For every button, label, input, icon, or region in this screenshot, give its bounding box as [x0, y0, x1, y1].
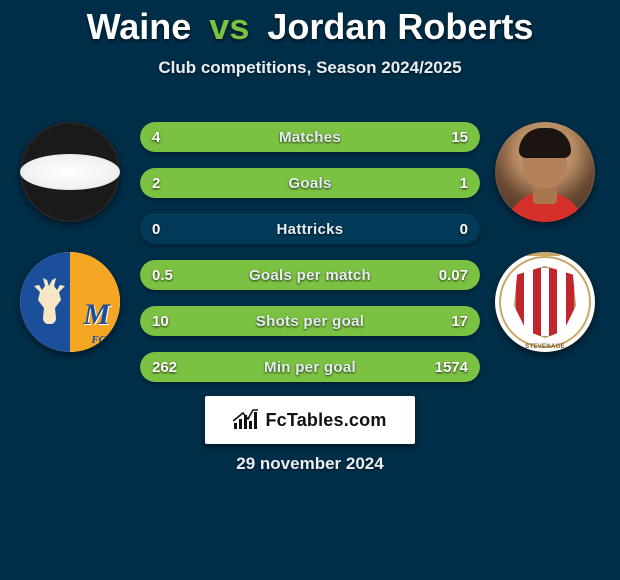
club-name-banner: STEVENAGE [525, 344, 565, 350]
crown-icon [517, 252, 573, 258]
player1-silhouette [20, 154, 120, 190]
club-fc-text: FC [91, 334, 106, 346]
vs-separator: vs [209, 6, 249, 47]
brand-text: FcTables.com [265, 410, 386, 431]
stat-label: Shots per goal [140, 306, 480, 336]
stat-right-value: 15 [451, 122, 468, 152]
stat-right-value: 0.07 [439, 260, 468, 290]
stat-left-value: 0.5 [152, 260, 173, 290]
stat-left-value: 262 [152, 352, 177, 382]
comparison-title: Waine vs Jordan Roberts [0, 0, 620, 48]
stat-right-value: 0 [460, 214, 468, 244]
player2-name: Jordan Roberts [267, 6, 533, 47]
stat-row: Matches4 15 [140, 122, 480, 152]
stat-row: Hattricks0 0 [140, 214, 480, 244]
stat-right-value: 1 [460, 168, 468, 198]
stat-right-value: 1574 [435, 352, 468, 382]
date-text: 29 november 2024 [0, 454, 620, 474]
left-column: M FC [10, 122, 130, 352]
stat-right-value: 17 [451, 306, 468, 336]
stat-label: Hattricks [140, 214, 480, 244]
stat-left-value: 10 [152, 306, 169, 336]
stat-left-value: 4 [152, 122, 160, 152]
player2-photo [495, 122, 595, 222]
stat-left-value: 0 [152, 214, 160, 244]
player1-photo [20, 122, 120, 222]
stat-label: Goals per match [140, 260, 480, 290]
stat-row: Goals2 1 [140, 168, 480, 198]
subtitle: Club competitions, Season 2024/2025 [0, 58, 620, 78]
stats-area: Matches4 15 Goals2 1 Hattricks0 0 Goals per ma… [140, 122, 480, 398]
stat-label: Min per goal [140, 352, 480, 382]
stat-left-value: 2 [152, 168, 160, 198]
club-initial: M [83, 298, 110, 332]
stat-row: Min per goal262 1574 [140, 352, 480, 382]
player1-name: Waine [87, 6, 192, 47]
chart-icon [233, 409, 259, 431]
stat-label: Goals [140, 168, 480, 198]
stat-row: Shots per goal10 17 [140, 306, 480, 336]
right-column: STEVENAGE [490, 122, 600, 352]
stag-icon [28, 266, 68, 326]
brand-box[interactable]: FcTables.com [205, 396, 415, 444]
stat-label: Matches [140, 122, 480, 152]
player2-club-crest: STEVENAGE [495, 252, 595, 352]
player1-club-crest: M FC [20, 252, 120, 352]
stat-row: Goals per match0.5 0.07 [140, 260, 480, 290]
